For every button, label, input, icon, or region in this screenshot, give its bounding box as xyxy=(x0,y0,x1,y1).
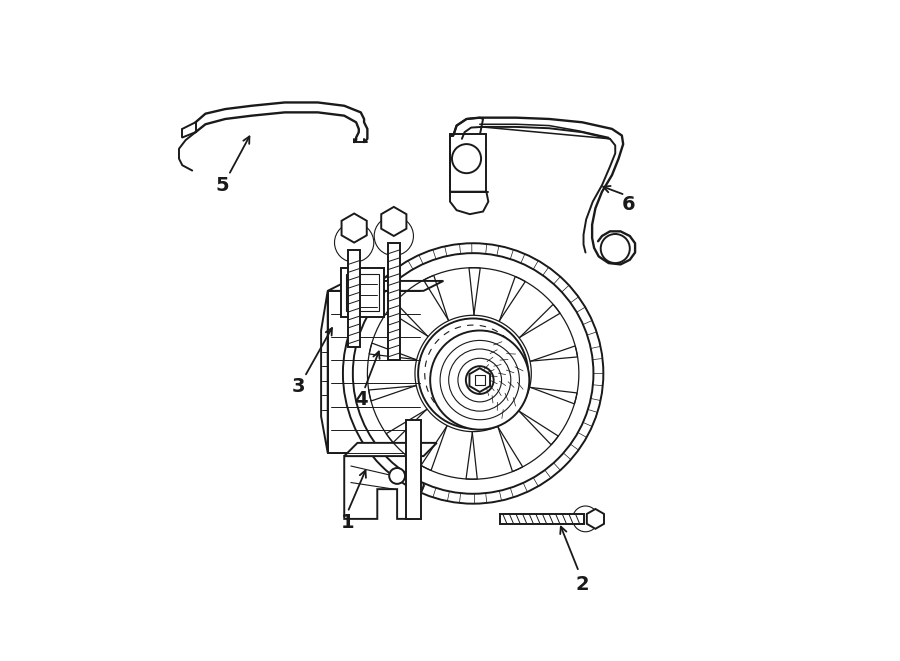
Polygon shape xyxy=(418,250,436,264)
Polygon shape xyxy=(472,243,487,254)
Polygon shape xyxy=(344,346,356,362)
Polygon shape xyxy=(460,493,474,504)
Polygon shape xyxy=(592,358,603,373)
Polygon shape xyxy=(386,463,403,480)
Polygon shape xyxy=(344,443,436,456)
Polygon shape xyxy=(355,422,370,440)
Polygon shape xyxy=(450,192,489,214)
Text: 5: 5 xyxy=(215,176,229,194)
Polygon shape xyxy=(577,307,592,325)
Polygon shape xyxy=(587,509,604,529)
Polygon shape xyxy=(571,432,587,450)
Circle shape xyxy=(335,223,374,262)
Circle shape xyxy=(458,358,501,402)
Polygon shape xyxy=(346,274,379,311)
Polygon shape xyxy=(583,409,598,426)
Polygon shape xyxy=(587,332,600,348)
Polygon shape xyxy=(543,267,561,284)
Polygon shape xyxy=(382,207,407,236)
Polygon shape xyxy=(450,134,486,192)
Polygon shape xyxy=(321,291,328,453)
Circle shape xyxy=(440,340,519,420)
Circle shape xyxy=(466,366,493,394)
Circle shape xyxy=(452,144,482,173)
Polygon shape xyxy=(346,399,359,415)
Polygon shape xyxy=(328,291,424,453)
Polygon shape xyxy=(554,453,571,470)
Circle shape xyxy=(353,253,593,494)
Circle shape xyxy=(418,319,528,428)
Circle shape xyxy=(374,216,413,256)
Circle shape xyxy=(600,234,630,263)
Circle shape xyxy=(449,349,511,411)
Polygon shape xyxy=(433,488,449,501)
Polygon shape xyxy=(360,297,376,315)
Polygon shape xyxy=(590,385,603,401)
Polygon shape xyxy=(388,243,400,360)
Polygon shape xyxy=(470,368,490,392)
Polygon shape xyxy=(474,375,485,385)
Text: 2: 2 xyxy=(575,576,589,594)
Text: 3: 3 xyxy=(292,377,305,396)
Polygon shape xyxy=(408,478,426,493)
Text: 6: 6 xyxy=(622,196,635,214)
Polygon shape xyxy=(562,286,579,303)
Polygon shape xyxy=(375,277,392,294)
Polygon shape xyxy=(342,214,366,243)
Polygon shape xyxy=(349,321,364,338)
Polygon shape xyxy=(368,444,384,461)
Polygon shape xyxy=(407,420,421,519)
Polygon shape xyxy=(500,514,583,524)
Polygon shape xyxy=(445,244,461,256)
Circle shape xyxy=(430,330,529,430)
Polygon shape xyxy=(328,281,444,291)
Polygon shape xyxy=(521,254,538,269)
Polygon shape xyxy=(486,491,501,503)
Polygon shape xyxy=(341,268,384,317)
Polygon shape xyxy=(497,246,513,259)
Polygon shape xyxy=(348,250,360,347)
Polygon shape xyxy=(395,260,413,277)
Polygon shape xyxy=(343,373,354,389)
Polygon shape xyxy=(510,483,527,497)
Polygon shape xyxy=(534,470,551,486)
Circle shape xyxy=(572,506,598,531)
Polygon shape xyxy=(454,118,483,136)
Circle shape xyxy=(389,468,405,484)
Text: 1: 1 xyxy=(341,513,355,531)
Text: 4: 4 xyxy=(354,391,367,409)
Polygon shape xyxy=(344,456,424,519)
